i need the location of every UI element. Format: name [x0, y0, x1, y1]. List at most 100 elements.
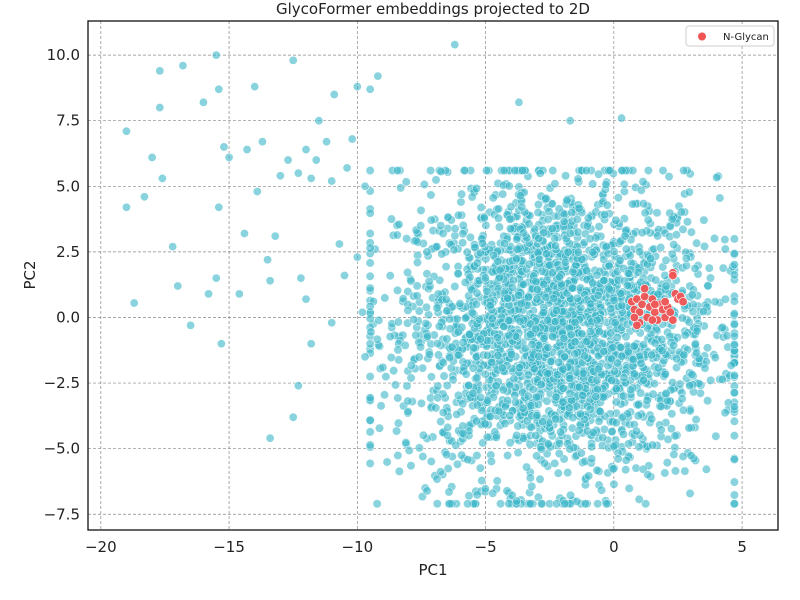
x-tick-label: 5: [737, 538, 747, 556]
y-tick-label: −2.5: [44, 374, 80, 392]
data-point: [528, 384, 538, 394]
data-point: [547, 224, 557, 234]
data-point: [531, 276, 541, 286]
data-point: [692, 238, 702, 248]
data-point: [621, 244, 631, 254]
data-point: [656, 401, 666, 411]
data-point: [633, 411, 643, 421]
data-point: [178, 61, 188, 71]
data-point: [406, 276, 416, 286]
data-point: [204, 289, 214, 299]
data-point: [636, 358, 646, 368]
data-point: [480, 484, 490, 494]
data-point: [401, 177, 411, 187]
data-point: [598, 433, 608, 443]
data-point: [385, 332, 395, 342]
data-point: [365, 229, 375, 239]
data-point: [439, 371, 449, 381]
data-point: [311, 155, 321, 165]
data-point: [531, 431, 541, 441]
data-point: [394, 355, 404, 365]
data-point: [703, 281, 713, 291]
data-point: [433, 339, 443, 349]
data-point: [701, 464, 711, 474]
data-point: [558, 397, 568, 407]
data-point: [219, 142, 229, 152]
data-point: [628, 355, 638, 365]
data-point: [412, 281, 422, 291]
data-point: [513, 448, 523, 458]
data-point: [629, 369, 639, 379]
data-point: [679, 350, 689, 360]
data-point: [488, 488, 498, 498]
data-point: [706, 273, 716, 283]
data-point: [680, 466, 690, 476]
data-point: [593, 499, 603, 509]
data-point: [441, 294, 451, 304]
x-axis-ticks: −20 −15 −10 −5 0 5: [85, 538, 747, 556]
data-point: [619, 373, 629, 383]
data-point: [699, 215, 709, 225]
data-point: [365, 84, 375, 94]
data-point: [425, 350, 435, 360]
data-point: [622, 280, 632, 290]
data-point: [643, 166, 653, 176]
data-point: [450, 281, 460, 291]
data-point: [211, 50, 221, 60]
data-point: [549, 293, 559, 303]
data-point: [460, 166, 470, 176]
data-point: [541, 292, 551, 302]
data-point: [517, 202, 527, 212]
data-point: [465, 232, 475, 242]
data-point: [365, 427, 375, 437]
data-point: [615, 255, 625, 265]
data-point: [597, 485, 607, 495]
data-point: [588, 179, 598, 189]
data-point: [534, 233, 544, 243]
data-point: [623, 439, 633, 449]
data-point: [301, 294, 311, 304]
data-point: [360, 352, 370, 362]
data-point: [553, 468, 563, 478]
data-point: [365, 166, 375, 176]
data-point: [396, 183, 406, 193]
data-point: [293, 381, 303, 391]
data-point: [700, 241, 710, 251]
data-point: [604, 284, 614, 294]
data-point: [422, 486, 432, 496]
data-point: [458, 238, 468, 248]
data-point: [585, 234, 595, 244]
data-point: [406, 461, 416, 471]
data-point: [552, 370, 562, 380]
data-point: [515, 191, 525, 201]
data-point: [573, 247, 583, 257]
data-point: [365, 271, 375, 281]
y-axis-label: PC2: [21, 260, 39, 289]
y-tick-label: 7.5: [56, 112, 80, 130]
data-point: [340, 270, 350, 280]
data-point: [519, 279, 529, 289]
data-point: [500, 402, 510, 412]
data-point: [536, 380, 546, 390]
y-tick-label: −7.5: [44, 505, 80, 523]
data-point: [402, 234, 412, 244]
data-point: [618, 429, 628, 439]
data-point: [671, 230, 681, 240]
data-point: [443, 422, 453, 432]
data-point: [729, 296, 739, 306]
data-point: [546, 356, 556, 366]
data-point: [687, 369, 697, 379]
data-point: [628, 199, 638, 209]
data-point: [617, 300, 627, 310]
data-point: [583, 213, 593, 223]
data-point: [565, 388, 575, 398]
data-point: [498, 385, 508, 395]
data-point: [629, 341, 639, 351]
data-point: [426, 166, 436, 176]
data-point: [403, 396, 413, 406]
data-point: [560, 499, 570, 509]
y-tick-label: 10.0: [47, 46, 80, 64]
data-point: [448, 375, 458, 385]
data-point: [663, 434, 673, 444]
